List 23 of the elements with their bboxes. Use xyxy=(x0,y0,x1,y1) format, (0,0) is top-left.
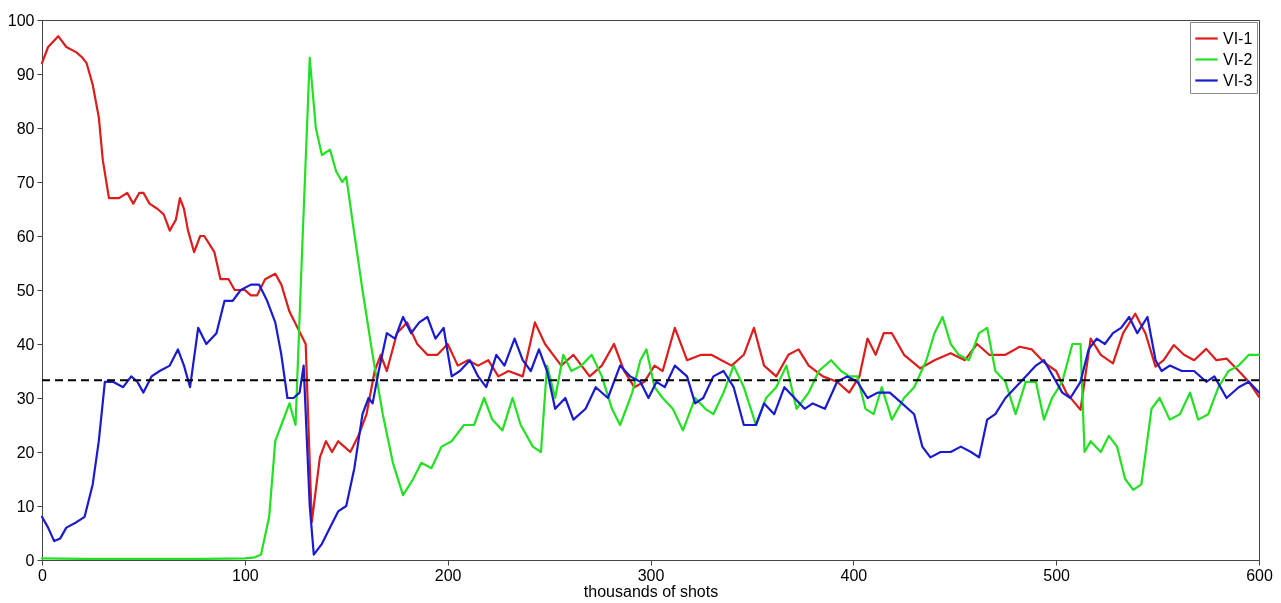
x-tick-label: 200 xyxy=(434,566,462,584)
x-tick-label: 0 xyxy=(38,566,48,584)
y-tick-label: 70 xyxy=(16,173,35,191)
legend-label: VI-1 xyxy=(1223,29,1253,47)
y-tick-label: 60 xyxy=(16,227,35,245)
y-tick-label: 50 xyxy=(16,281,35,299)
x-tick-label: 300 xyxy=(637,566,665,584)
x-tick-label: 100 xyxy=(231,566,259,584)
x-tick-label: 400 xyxy=(840,566,868,584)
y-tick-label: 20 xyxy=(16,443,35,461)
line-series xyxy=(40,283,1261,556)
y-tick-label: 80 xyxy=(16,119,35,137)
legend-label: VI-2 xyxy=(1223,50,1253,68)
x-tick-label: 500 xyxy=(1043,566,1071,584)
y-tick-label: 90 xyxy=(16,65,35,83)
x-axis-title: thousands of shots xyxy=(583,582,719,600)
y-tick-label: 0 xyxy=(25,551,35,569)
y-tick-label: 100 xyxy=(7,11,35,29)
y-tick-label: 40 xyxy=(16,335,35,353)
y-tick-label: 30 xyxy=(16,389,35,407)
legend-label: VI-3 xyxy=(1223,71,1253,89)
y-tick-label: 10 xyxy=(16,497,35,515)
x-tick-label: 600 xyxy=(1246,566,1273,584)
